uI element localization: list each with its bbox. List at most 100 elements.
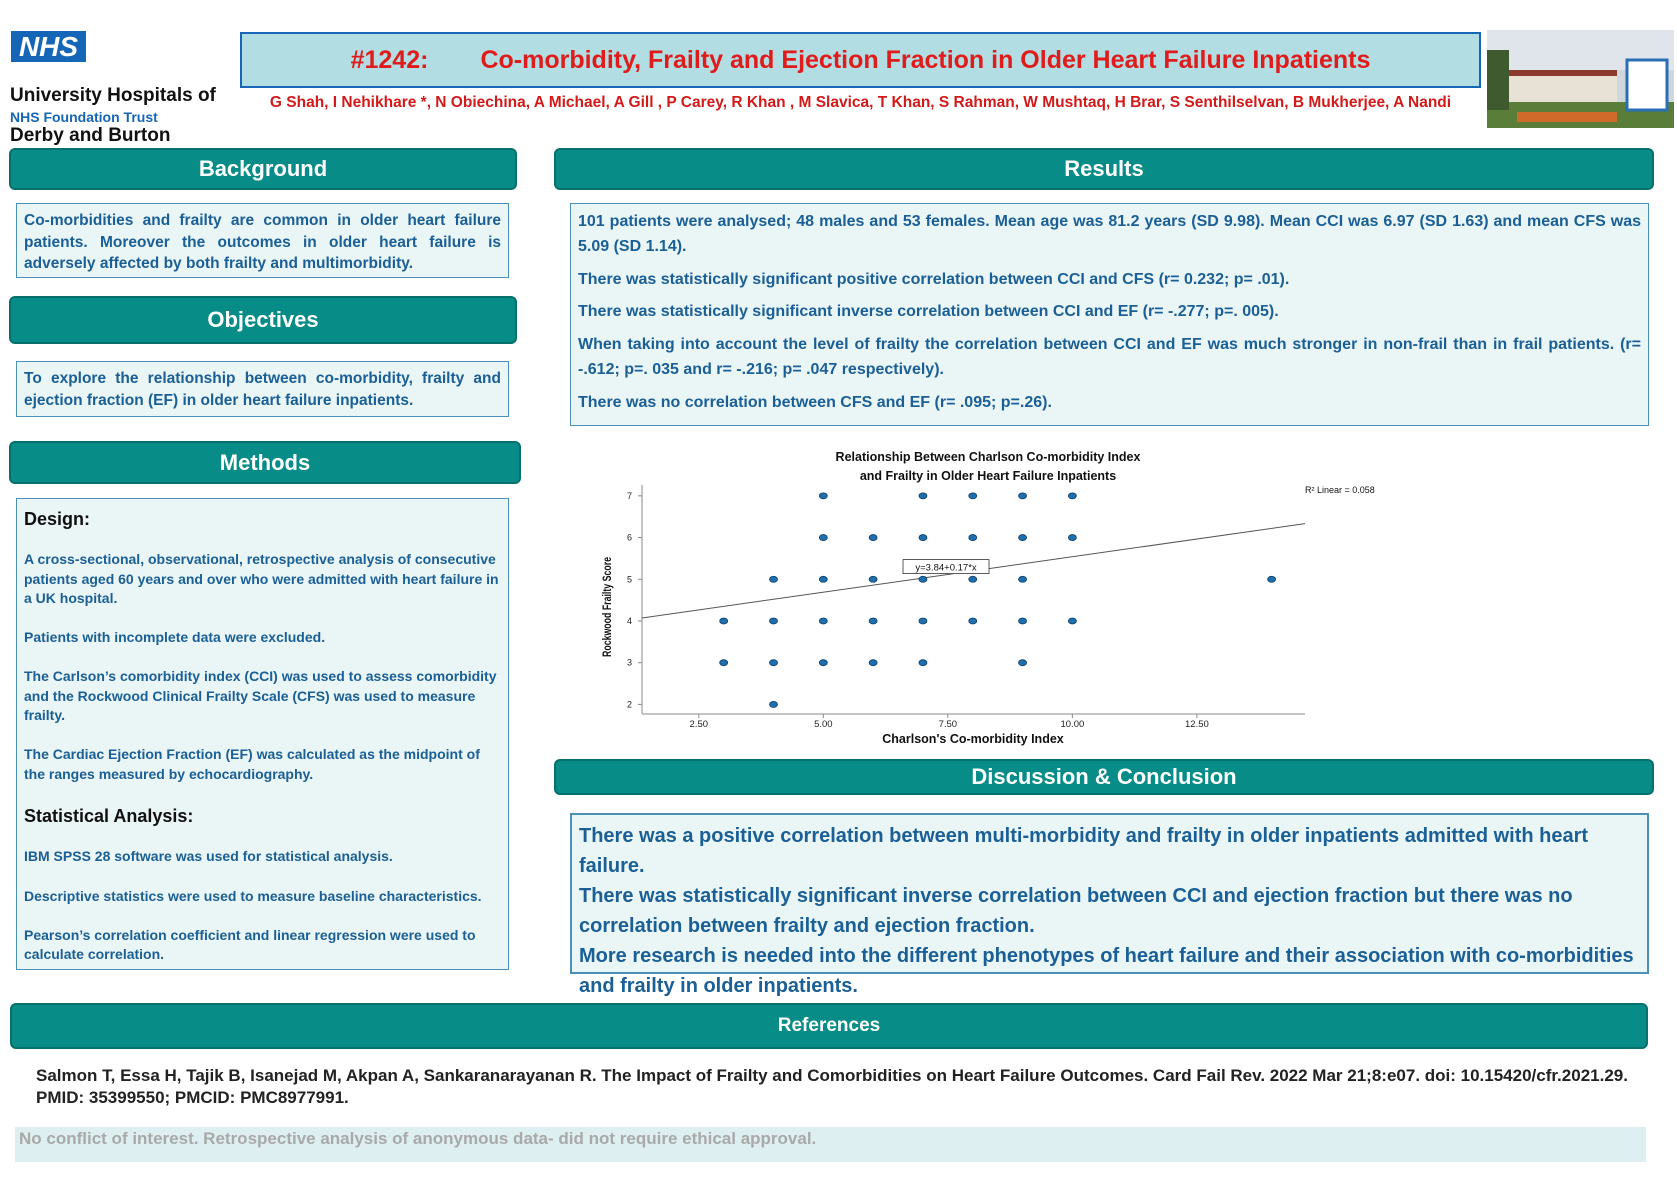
poster-title: Co-morbidity, Frailty and Ejection Fract… xyxy=(480,45,1371,74)
footer-note: No conflict of interest. Retrospective a… xyxy=(15,1127,1646,1162)
fit-label-box xyxy=(902,559,990,574)
discussion-box: There was a positive correlation between… xyxy=(570,813,1649,997)
x-tick-label: 7.50 xyxy=(939,719,958,730)
data-point xyxy=(719,659,729,667)
data-point xyxy=(918,492,928,500)
data-point xyxy=(1018,492,1027,500)
stats-text: IBM SPSS 28 software was used for statis… xyxy=(24,847,501,964)
results-text: 101 patients were analysed; 48 males and… xyxy=(578,210,1641,416)
y-tick-label: 7 xyxy=(627,491,632,501)
data-point xyxy=(868,534,878,541)
paragraph: 101 patients were analysed; 48 males and… xyxy=(578,213,1641,255)
x-axis-label: Charlson's Co-morbidity Index xyxy=(882,732,1064,746)
hospital-photo xyxy=(1487,30,1674,128)
subheading: Statistical Analysis: xyxy=(24,806,194,826)
paragraph: There was statistically significant posi… xyxy=(578,270,1290,288)
data-point xyxy=(918,534,928,541)
authors: G Shah, I Nehikhare *, N Obiechina, A Mi… xyxy=(269,94,1452,111)
paragraph: Descriptive statistics were used to meas… xyxy=(24,887,482,904)
subheading: Design: xyxy=(24,509,91,529)
data-point xyxy=(868,617,878,625)
data-point xyxy=(818,575,828,583)
paragraph: IBM SPSS 28 software was used for statis… xyxy=(24,848,393,865)
data-point xyxy=(818,659,828,667)
x-tick-label: 12.50 xyxy=(1185,719,1209,730)
fit-label: y=3.84+0.17*x xyxy=(915,563,977,574)
paragraph: Pearson’s correlation coefficient and li… xyxy=(24,926,476,963)
objectives-box: To explore the relationship between co-m… xyxy=(16,361,509,417)
data-point xyxy=(769,575,778,583)
section-heading: Background xyxy=(9,148,517,190)
data-point xyxy=(1018,659,1027,667)
data-point xyxy=(1267,575,1277,583)
chart-title: Relationship Between Charlson Co-morbidi… xyxy=(836,450,1141,464)
paragraph: The Cardiac Ejection Fraction (EF) was c… xyxy=(24,746,480,782)
data-point xyxy=(1018,534,1027,541)
data-point xyxy=(818,534,828,541)
data-point xyxy=(1067,492,1077,500)
x-tick-label: 10.00 xyxy=(1060,719,1084,730)
section-heading: References xyxy=(10,1003,1648,1049)
y-tick-label: 3 xyxy=(627,658,632,668)
section-heading: Discussion & Conclusion xyxy=(554,759,1654,795)
paragraph: Patients with incomplete data were exclu… xyxy=(24,629,326,646)
background-box: Co-morbidities and frailty are common in… xyxy=(16,203,509,278)
trust-name: NHS Foundation Trust xyxy=(10,109,158,125)
paragraph: More research is needed into the differe… xyxy=(579,945,1634,997)
data-point xyxy=(968,534,978,541)
data-point xyxy=(868,659,878,667)
paragraph: University Hospitals of xyxy=(10,85,216,106)
data-point xyxy=(769,659,778,667)
data-point xyxy=(968,492,978,500)
data-point xyxy=(818,492,828,500)
section-heading: Methods xyxy=(9,441,521,484)
data-point xyxy=(818,617,828,625)
data-point xyxy=(769,701,778,708)
methods-box: Design: A cross-sectional, observational… xyxy=(16,498,509,970)
paragraph: The Carlson’s comorbidity index (CCI) wa… xyxy=(24,668,497,724)
data-point xyxy=(1018,575,1027,583)
paragraph: There was statistically significant inve… xyxy=(579,885,1573,937)
paragraph: When taking into account the level of fr… xyxy=(578,336,1641,378)
x-tick-label: 2.50 xyxy=(690,719,709,730)
data-point xyxy=(868,575,878,583)
paragraph: A cross-sectional, observational, retros… xyxy=(24,551,499,606)
section-heading: Results xyxy=(554,148,1654,190)
y-tick-label: 2 xyxy=(627,699,632,709)
org-name: University Hospitals of Derby and Burton xyxy=(10,66,240,165)
y-tick-label: 6 xyxy=(627,533,632,543)
scatter-chart: Relationship Between Charlson Co-morbidi… xyxy=(600,450,1375,746)
x-tick-label: 5.00 xyxy=(814,719,833,730)
data-point xyxy=(918,575,928,583)
data-point xyxy=(1067,534,1077,541)
background-text: Co-morbidities and frailty are common in… xyxy=(24,212,501,273)
paragraph: There was a positive correlation between… xyxy=(579,825,1589,877)
data-point xyxy=(918,659,928,667)
paragraph: Salmon T, Essa H, Tajik B, Isanejad M, A… xyxy=(36,1066,1628,1108)
title-box: #1242: Co-morbidity, Frailty and Ejection… xyxy=(240,32,1481,88)
section-heading: Objectives xyxy=(9,296,517,344)
poster-id: #1242: xyxy=(350,45,429,74)
references-list: Salmon T, Essa H, Tajik B, Isanejad M, A… xyxy=(36,1065,1636,1109)
data-point xyxy=(769,617,778,625)
design-text: A cross-sectional, observational, retros… xyxy=(24,550,501,784)
y-axis-label: Rockwood Frailty Score xyxy=(600,557,614,657)
data-point xyxy=(1067,617,1077,625)
paragraph: Derby and Burton xyxy=(10,125,171,146)
objectives-text: To explore the relationship between co-m… xyxy=(24,370,501,409)
y-tick-label: 5 xyxy=(627,574,632,584)
paragraph: There was no correlation between CFS and… xyxy=(578,393,1052,411)
y-tick-label: 4 xyxy=(627,616,632,626)
paragraph: There was statistically significant inve… xyxy=(578,303,1279,321)
chart-title: and Frailty in Older Heart Failure Inpat… xyxy=(860,469,1116,483)
data-point xyxy=(1018,617,1027,625)
nhs-logo: NHS xyxy=(11,31,86,62)
data-point xyxy=(968,617,978,625)
discussion-text: There was a positive correlation between… xyxy=(579,821,1640,1001)
data-point xyxy=(719,617,729,625)
data-point xyxy=(968,575,978,583)
results-box: 101 patients were analysed; 48 males and… xyxy=(570,203,1649,426)
data-point xyxy=(918,617,928,625)
r2-label: R² Linear = 0.058 xyxy=(1305,485,1375,495)
